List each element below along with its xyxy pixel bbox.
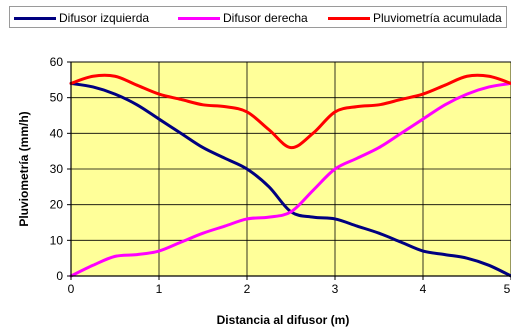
- tick-label-y-50: 50: [50, 91, 64, 105]
- legend-swatch-difusor-derecha: [178, 16, 220, 20]
- series-layer: [69, 73, 511, 278]
- tick-label-y-0: 0: [56, 269, 63, 283]
- legend-item-difusor-derecha: Difusor derecha: [178, 10, 308, 26]
- tick-label-x-2: 2: [244, 282, 251, 296]
- series-line-difusor-derecha: [69, 81, 511, 278]
- tick-label-x-1: 1: [156, 282, 163, 296]
- x-axis-title: Distancia al difusor (m): [217, 313, 350, 327]
- tick-label-y-40: 40: [50, 126, 64, 140]
- legend-label-difusor-derecha: Difusor derecha: [223, 11, 308, 25]
- tick-label-x-3: 3: [332, 282, 339, 296]
- y-axis-ticks: 0 10 20 30 40 50 60: [50, 55, 71, 283]
- tick-label-y-60: 60: [50, 55, 64, 69]
- legend-swatch-difusor-izquierda: [14, 16, 56, 20]
- series-line-pluviometria-acumulada: [69, 73, 511, 150]
- legend-item-difusor-izquierda: Difusor izquierda: [14, 10, 149, 26]
- legend-item-pluviometria-acumulada: Pluviometría acumulada: [328, 10, 502, 26]
- legend-swatch-pluviometria-acumulada: [328, 16, 370, 20]
- tick-label-y-20: 20: [50, 198, 64, 212]
- legend-label-difusor-izquierda: Difusor izquierda: [59, 11, 150, 25]
- tick-label-x-0: 0: [68, 282, 75, 296]
- legend-label-pluviometria-acumulada: Pluviometría acumulada: [373, 11, 502, 25]
- tick-label-x-5: 5: [504, 282, 511, 296]
- y-axis-title: Pluviometría (mm/h): [17, 111, 31, 226]
- legend: Difusor izquierda Difusor derecha Pluvio…: [9, 6, 507, 28]
- tick-label-x-4: 4: [420, 282, 427, 296]
- x-axis-ticks: 0 1 2 3 4 5: [68, 276, 511, 296]
- tick-label-y-30: 30: [50, 162, 64, 176]
- tick-label-y-10: 10: [50, 233, 64, 247]
